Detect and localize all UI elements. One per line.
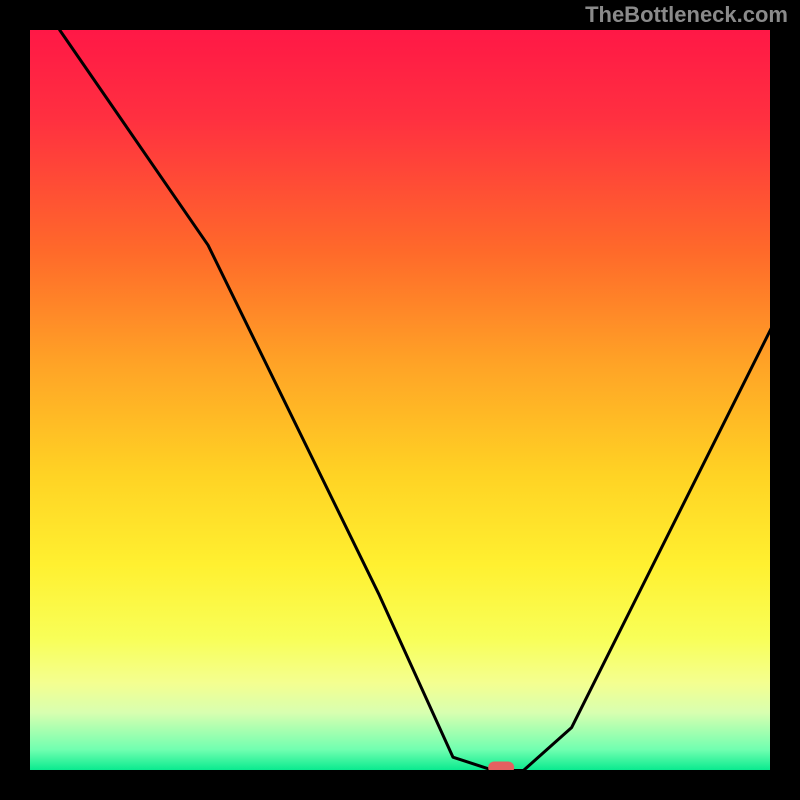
plot-background bbox=[0, 0, 800, 800]
chart-frame: TheBottleneck.com bbox=[0, 0, 800, 800]
